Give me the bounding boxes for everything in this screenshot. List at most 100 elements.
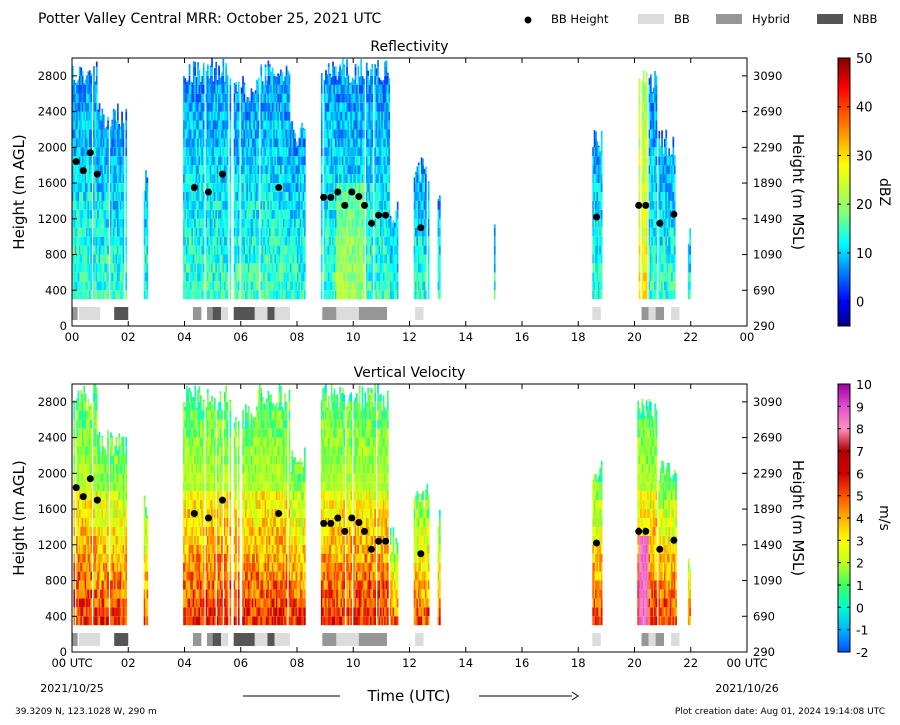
bb-type-bar <box>415 633 423 646</box>
bb-height-point <box>642 528 649 535</box>
x-tick-label: 12 <box>402 656 417 670</box>
heatmap-field <box>72 58 691 299</box>
plot-creation-date: Plot creation date: Aug 01, 2024 19:14:0… <box>675 707 885 717</box>
bb-type-bar <box>193 633 201 646</box>
bb-height-point <box>320 520 327 527</box>
x-tick-label: 20 <box>627 330 642 344</box>
y-tick-label: 1600 <box>38 502 67 516</box>
legend-dot-icon <box>525 17 532 24</box>
bb-type-bar <box>213 633 221 646</box>
bb-type-bar <box>592 633 600 646</box>
station-location: 39.3209 N, 123.1028 W, 290 m <box>15 707 157 717</box>
bb-height-point <box>348 515 355 522</box>
y-tick-label: 1600 <box>38 176 67 190</box>
bb-type-bar <box>656 633 664 646</box>
y-tick-right-label: 2690 <box>753 431 782 445</box>
bb-height-point <box>656 220 663 227</box>
x-tick-label: 22 <box>683 330 698 344</box>
x-tick-label: 04 <box>177 330 192 344</box>
bb-height-point <box>361 528 368 535</box>
y-axis-label-right: Height (m MSL) <box>789 460 807 576</box>
mrr-figure: Potter Valley Central MRR: October 25, 2… <box>0 0 900 725</box>
y-tick-label: 2000 <box>38 466 67 480</box>
bb-height-point <box>382 538 389 545</box>
legend-swatch-hybrid <box>716 14 742 24</box>
bb-type-bar <box>671 633 679 646</box>
colorbar-label: m/s <box>876 505 892 531</box>
end-date-label: 2021/10/26 <box>715 682 778 695</box>
y-tick-label: 1200 <box>38 538 67 552</box>
y-tick-right-label: 1090 <box>753 574 782 588</box>
bb-type-bar <box>234 307 255 320</box>
bb-height-point <box>320 194 327 201</box>
x-tick-label: 18 <box>571 330 586 344</box>
bb-height-point <box>355 193 362 200</box>
colorbar-tick-label: 3 <box>856 533 864 548</box>
bb-height-point <box>205 515 212 522</box>
bb-type-bar <box>221 633 228 646</box>
y-axis-label-left: Height (m AGL) <box>10 460 28 575</box>
bb-height-point <box>593 214 600 221</box>
x-tick-label: 22 <box>683 656 698 670</box>
bb-type-bar <box>649 633 656 646</box>
bb-height-point <box>275 184 282 191</box>
colorbar-tick-label: 9 <box>856 399 864 414</box>
bb-height-point <box>191 510 198 517</box>
colorbar-tick-label: 20 <box>856 198 873 213</box>
colorbar-tick-label: 0 <box>856 296 864 311</box>
legend-swatch-nbb <box>817 14 843 24</box>
colorbar-tick-label: -2 <box>856 645 868 660</box>
bb-type-bar <box>592 307 600 320</box>
x-tick-label: 06 <box>233 330 248 344</box>
y-tick-right-label: 690 <box>753 283 775 297</box>
y-tick-right-label: 690 <box>753 609 775 623</box>
colorbar-tick-label: 0 <box>856 600 864 615</box>
x-tick-label: 18 <box>571 656 586 670</box>
y-tick-right-label: 1090 <box>753 248 782 262</box>
bb-type-bar <box>275 633 290 646</box>
bb-type-bar <box>267 633 274 646</box>
time-arrow-head <box>572 692 578 700</box>
bb-type-bar <box>642 633 649 646</box>
bb-height-point <box>275 510 282 517</box>
bb-height-point <box>219 171 226 178</box>
x-tick-label: 08 <box>290 656 305 670</box>
x-tick-label: 10 <box>346 330 361 344</box>
colorbar-tick-label: 10 <box>856 247 873 262</box>
y-tick-label: 0 <box>60 319 67 333</box>
y-tick-label: 400 <box>45 283 67 297</box>
bb-type-bar <box>415 307 423 320</box>
panel-title: Vertical Velocity <box>354 365 466 381</box>
bb-height-point <box>327 520 334 527</box>
x-tick-label: 06 <box>233 656 248 670</box>
bb-height-point <box>334 515 341 522</box>
y-tick-right-label: 1890 <box>753 502 782 516</box>
bb-type-bar <box>656 307 664 320</box>
colorbar-tick-label: 50 <box>856 52 873 67</box>
bb-type-bar <box>114 633 128 646</box>
x-tick-label: 10 <box>346 656 361 670</box>
bb-height-point <box>635 528 642 535</box>
colorbar-tick-label: -1 <box>856 623 868 638</box>
colorbar-tick-label: 8 <box>856 422 864 437</box>
bb-height-point <box>355 519 362 526</box>
bb-type-bar <box>267 307 274 320</box>
bb-type-bar <box>671 307 679 320</box>
bb-type-bar <box>193 307 201 320</box>
bb-type-bar <box>72 307 78 320</box>
colorbar-tick-label: 10 <box>856 377 872 392</box>
bb-type-bar <box>359 633 387 646</box>
bb-height-point <box>375 212 382 219</box>
colorbar-label: dBZ <box>876 178 892 206</box>
legend-label: NBB <box>853 12 877 26</box>
bb-height-point <box>417 550 424 557</box>
x-tick-label: 20 <box>627 656 642 670</box>
colorbar-tick-label: 30 <box>856 149 873 164</box>
bb-type-bar <box>221 307 228 320</box>
y-tick-right-label: 3090 <box>753 395 782 409</box>
